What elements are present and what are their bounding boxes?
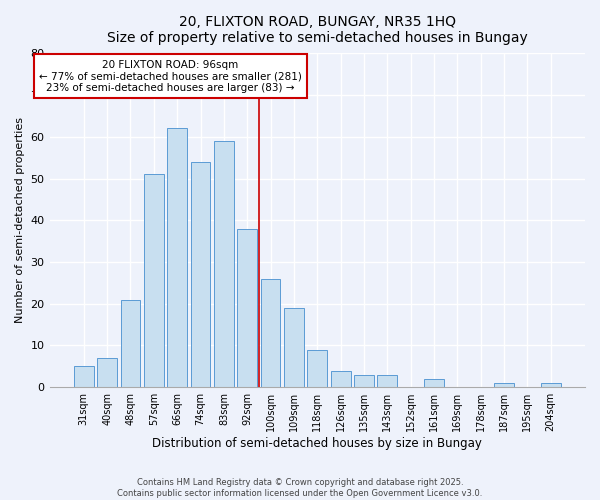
Bar bbox=[167, 128, 187, 387]
Bar bbox=[74, 366, 94, 387]
Bar bbox=[191, 162, 211, 387]
Bar bbox=[541, 383, 560, 387]
Bar bbox=[494, 383, 514, 387]
X-axis label: Distribution of semi-detached houses by size in Bungay: Distribution of semi-detached houses by … bbox=[152, 437, 482, 450]
Bar bbox=[214, 141, 234, 387]
Bar bbox=[284, 308, 304, 387]
Bar bbox=[238, 228, 257, 387]
Bar bbox=[121, 300, 140, 387]
Y-axis label: Number of semi-detached properties: Number of semi-detached properties bbox=[15, 118, 25, 324]
Text: Contains HM Land Registry data © Crown copyright and database right 2025.
Contai: Contains HM Land Registry data © Crown c… bbox=[118, 478, 482, 498]
Bar bbox=[97, 358, 117, 387]
Bar bbox=[354, 374, 374, 387]
Bar bbox=[424, 379, 444, 387]
Title: 20, FLIXTON ROAD, BUNGAY, NR35 1HQ
Size of property relative to semi-detached ho: 20, FLIXTON ROAD, BUNGAY, NR35 1HQ Size … bbox=[107, 15, 527, 45]
Bar bbox=[144, 174, 164, 387]
Bar bbox=[377, 374, 397, 387]
Text: 20 FLIXTON ROAD: 96sqm
← 77% of semi-detached houses are smaller (281)
23% of se: 20 FLIXTON ROAD: 96sqm ← 77% of semi-det… bbox=[39, 60, 302, 93]
Bar bbox=[260, 278, 280, 387]
Bar bbox=[331, 370, 350, 387]
Bar bbox=[307, 350, 327, 387]
